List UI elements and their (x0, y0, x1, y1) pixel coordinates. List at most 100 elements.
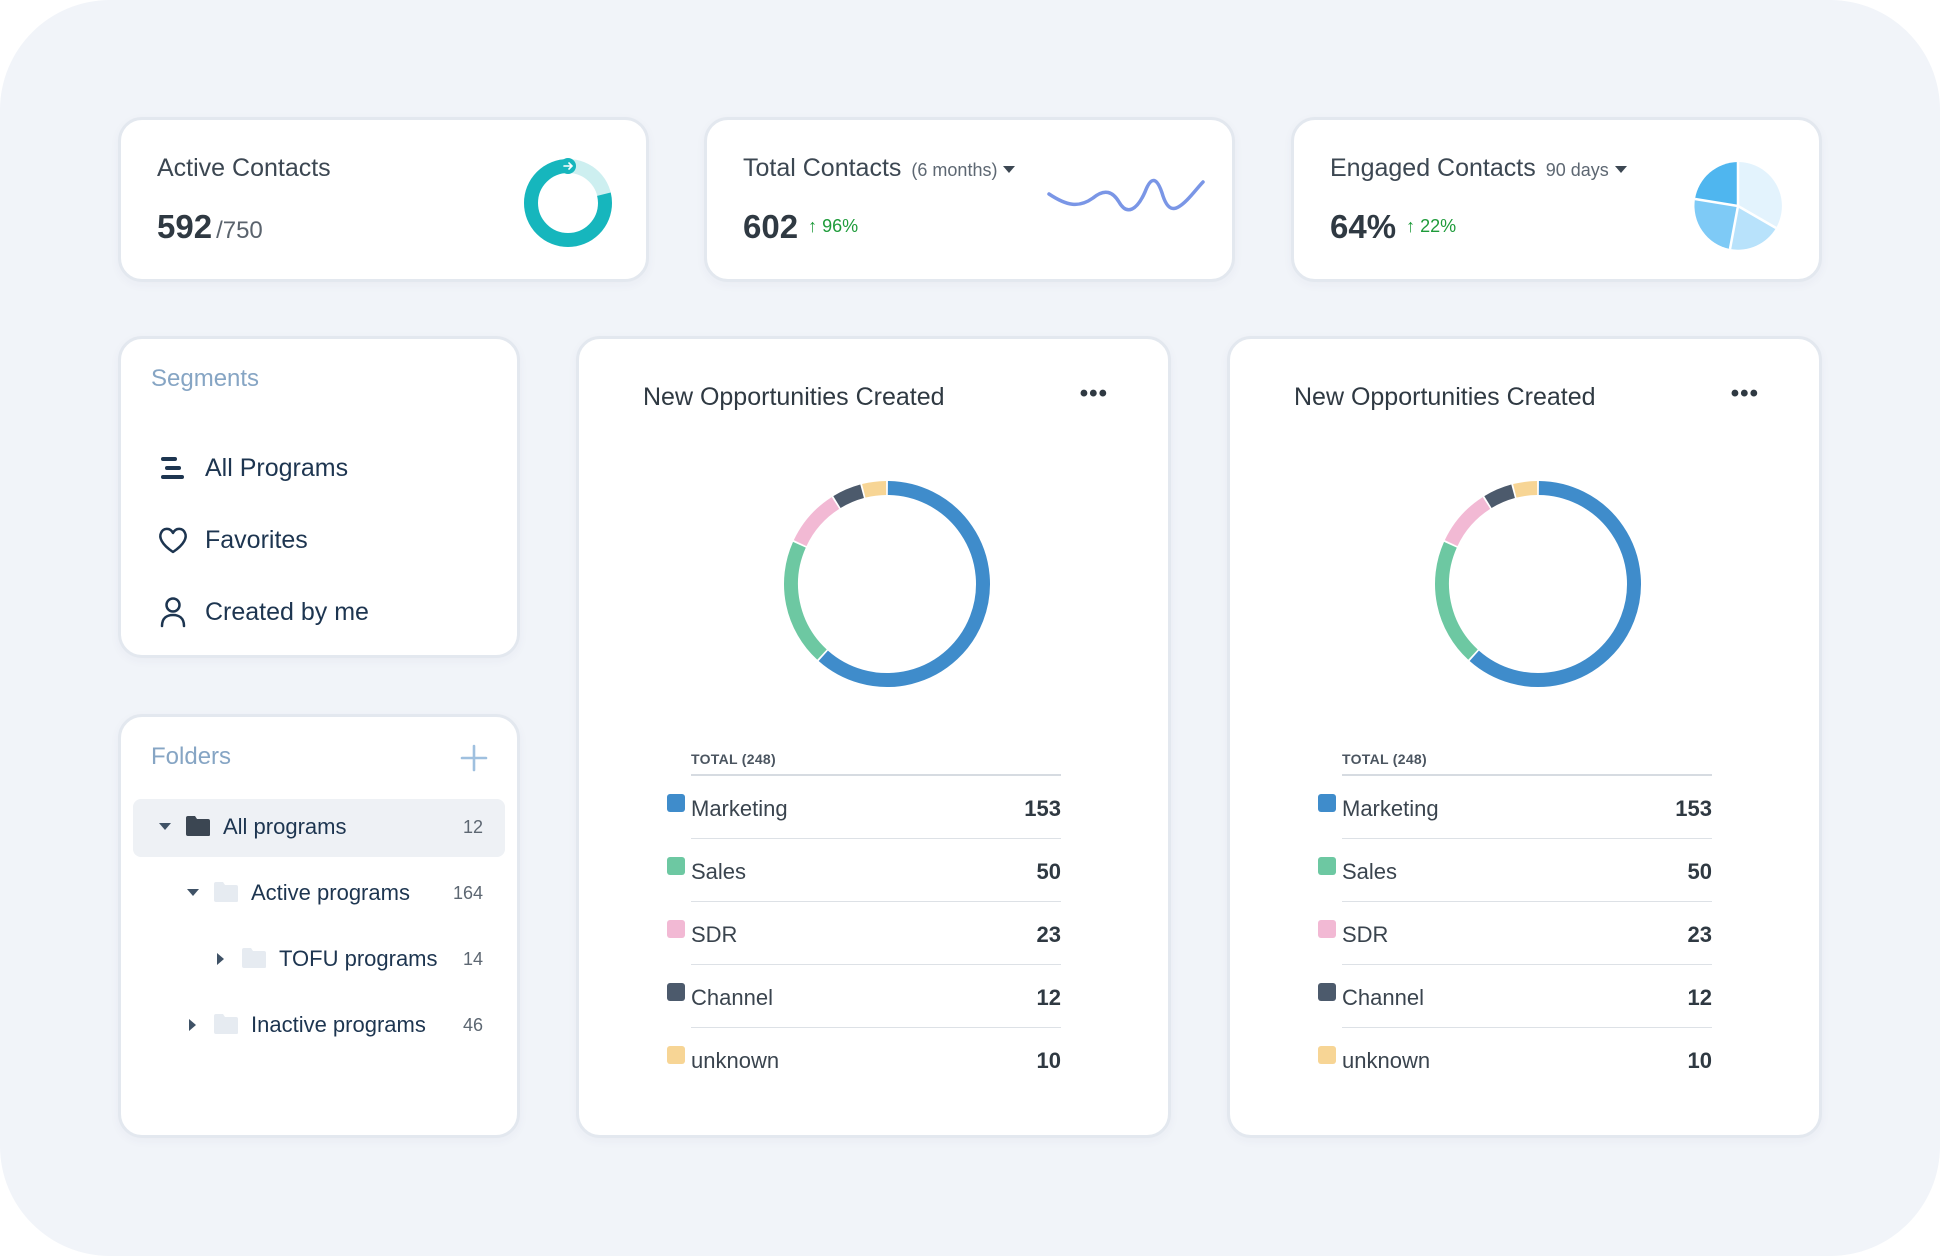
folder-count: 164 (452, 883, 483, 903)
legend-swatch (1318, 920, 1336, 938)
total-contacts-period: (6 months) (911, 160, 998, 180)
legend-divider (1342, 901, 1712, 902)
engaged-contacts-card[interactable]: Engaged Contacts 90 days 64% ↑ 22% (1291, 117, 1822, 282)
legend-row-sales: Sales 50 (667, 839, 1091, 902)
donut-slice-unknown (1513, 481, 1538, 498)
legend-divider (1342, 1027, 1712, 1028)
engaged-contacts-period-dropdown[interactable]: 90 days (1546, 160, 1627, 180)
legend-divider (691, 964, 1061, 965)
folder-row-all-programs[interactable]: All programs 12 (133, 799, 505, 857)
folders-panel: Folders All programs 12 Active programs … (118, 714, 520, 1138)
folder-label: TOFU programs (279, 946, 438, 971)
opportunities-legend: TOTAL (248) Marketing 153 Sales 50 SDR 23 Chan… (667, 751, 1091, 1091)
legend-divider (691, 838, 1061, 839)
folders-title: Folders (151, 743, 232, 770)
legend-divider (691, 1027, 1061, 1028)
folder-row-inactive-programs[interactable]: Inactive programs 46 (133, 997, 505, 1055)
legend-rows: Marketing 153 Sales 50 SDR 23 Channel 12 unknown… (1318, 776, 1742, 1091)
legend-value: 12 (1036, 985, 1061, 1010)
heart-icon (157, 524, 189, 556)
legend-row-sdr: SDR 23 (1318, 902, 1742, 965)
user-icon (157, 596, 189, 628)
legend-row-channel: Channel 12 (667, 965, 1091, 1028)
folder-count: 14 (462, 949, 483, 969)
legend-row-marketing: Marketing 153 (1318, 776, 1742, 839)
caret-right-icon[interactable] (189, 1019, 196, 1031)
folder-icon (214, 882, 238, 902)
donut-slice-channel (1484, 484, 1516, 509)
folder-row-tofu-programs[interactable]: TOFU programs 14 (133, 931, 505, 989)
folder-count: 46 (462, 1015, 483, 1035)
segment-created-by-me[interactable]: Created by me (157, 592, 369, 632)
opportunities-legend: TOTAL (248) Marketing 153 Sales 50 SDR 23 Chan… (1318, 751, 1742, 1091)
legend-label: Channel (1342, 985, 1424, 1010)
opportunities-title: New Opportunities Created (1294, 383, 1596, 411)
segment-label: Created by me (205, 597, 369, 626)
legend-swatch (667, 983, 685, 1001)
opportunities-title: New Opportunities Created (643, 383, 945, 411)
engaged-contacts-period: 90 days (1545, 160, 1609, 180)
folder-icon (214, 1014, 238, 1034)
legend-value: 153 (1675, 796, 1712, 821)
segment-label: Favorites (205, 525, 308, 554)
opportunities-card-2: New Opportunities Created ••• TOTAL (248… (1227, 336, 1822, 1138)
folder-label: Active programs (251, 880, 410, 905)
legend-total-label: TOTAL (248) (691, 751, 1061, 776)
list-icon (157, 452, 189, 484)
legend-swatch (1318, 857, 1336, 875)
folder-icon (242, 948, 266, 968)
legend-label: Sales (1342, 859, 1398, 884)
engaged-contacts-label: Engaged Contacts (1330, 154, 1536, 182)
active-contacts-number: 592 (157, 208, 213, 245)
folder-row-active-programs[interactable]: Active programs 164 (133, 865, 505, 923)
legend-value: 10 (1036, 1048, 1061, 1073)
active-contacts-title: Active Contacts (157, 154, 331, 182)
more-options-icon[interactable]: ••• (1730, 380, 1759, 407)
total-contacts-value: 602 ↑ 96% (743, 208, 858, 246)
legend-divider (1342, 838, 1712, 839)
segment-favorites[interactable]: Favorites (157, 520, 308, 560)
legend-row-marketing: Marketing 153 (667, 776, 1091, 839)
legend-label: SDR (1342, 922, 1389, 947)
legend-label: Sales (691, 859, 747, 884)
legend-rows: Marketing 153 Sales 50 SDR 23 Channel 12 unknown… (667, 776, 1091, 1091)
legend-label: SDR (691, 922, 738, 947)
legend-value: 12 (1687, 985, 1712, 1010)
legend-value: 50 (1687, 859, 1712, 884)
legend-swatch (1318, 1046, 1336, 1064)
caret-down-icon (1614, 166, 1627, 173)
total-contacts-card[interactable]: Total Contacts (6 months) 602 ↑ 96% (704, 117, 1235, 282)
legend-value: 23 (1687, 922, 1712, 947)
active-contacts-value: 592/750 (157, 208, 263, 246)
caret-down-icon[interactable] (187, 889, 199, 896)
more-options-icon[interactable]: ••• (1079, 380, 1108, 407)
segment-all-programs[interactable]: All Programs (157, 448, 348, 488)
legend-swatch (667, 794, 685, 812)
donut-slice-marketing (1469, 481, 1641, 687)
add-folder-plus-icon[interactable] (459, 743, 489, 773)
legend-row-unknown: unknown 10 (667, 1028, 1091, 1091)
donut-slice-sales (784, 541, 827, 660)
total-contacts-number: 602 (743, 208, 799, 245)
pie-chart-icon (1694, 162, 1782, 250)
legend-value: 23 (1036, 922, 1061, 947)
folder-count: 12 (462, 817, 483, 837)
caret-down-icon[interactable] (159, 823, 171, 830)
legend-swatch (667, 920, 685, 938)
engaged-contacts-value: 64% ↑ 22% (1330, 208, 1456, 246)
caret-right-icon[interactable] (217, 953, 224, 965)
total-contacts-label: Total Contacts (743, 154, 902, 182)
legend-label: Marketing (691, 796, 788, 821)
folder-label: All programs (223, 814, 347, 839)
legend-label: Channel (691, 985, 773, 1010)
engaged-contacts-delta: ↑ 22% (1406, 216, 1457, 236)
active-contacts-card[interactable]: Active Contacts 592/750 (118, 117, 649, 282)
legend-row-sales: Sales 50 (1318, 839, 1742, 902)
segment-label: All Programs (205, 453, 349, 482)
legend-row-unknown: unknown 10 (1318, 1028, 1742, 1091)
legend-row-channel: Channel 12 (1318, 965, 1742, 1028)
donut-slice-unknown (862, 481, 887, 498)
legend-label: Marketing (1342, 796, 1439, 821)
total-contacts-period-dropdown[interactable]: (6 months) (911, 160, 1016, 180)
caret-down-icon (1003, 166, 1016, 173)
